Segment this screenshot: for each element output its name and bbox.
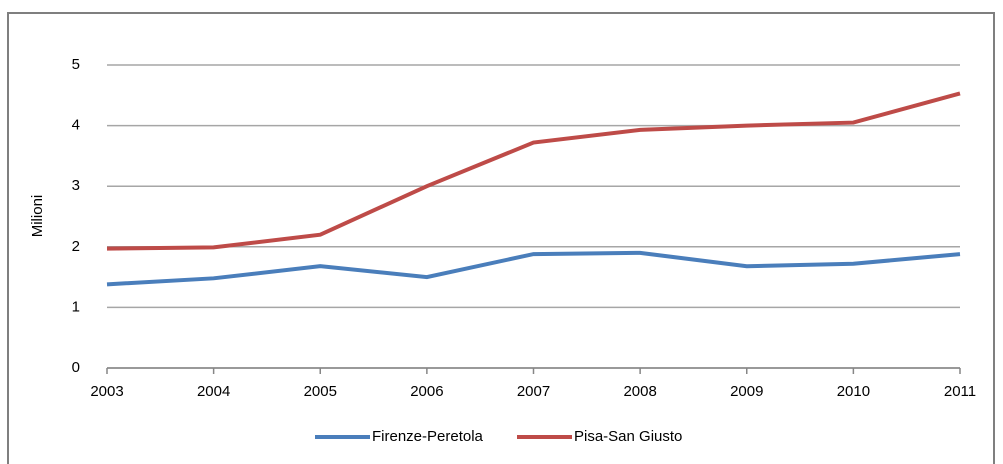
x-tick-label: 2009 [730,383,763,400]
x-tick-label: 2008 [623,383,656,400]
x-tick-label: 2010 [837,383,870,400]
x-tick-label: 2003 [90,383,123,400]
y-tick-label: 1 [72,298,80,315]
x-tick-label: 2004 [197,383,230,400]
line-series [106,250,961,287]
y-tick-label: 5 [72,56,80,73]
y-axis-label: Milioni [29,195,46,238]
line-series [106,91,961,251]
y-tick-label: 4 [72,117,80,134]
y-tick-label: 0 [72,359,80,376]
x-tick-label: 2006 [410,383,443,400]
chart-border [7,12,995,464]
x-tick-label: 2005 [304,383,337,400]
y-tick-label: 3 [72,177,80,194]
legend-label: Firenze-Peretola [372,428,484,445]
y-tick-label: 2 [72,238,80,255]
legend-label: Pisa-San Giusto [574,428,682,445]
x-tick-label: 2011 [944,383,976,400]
x-tick-label: 2007 [517,383,550,400]
